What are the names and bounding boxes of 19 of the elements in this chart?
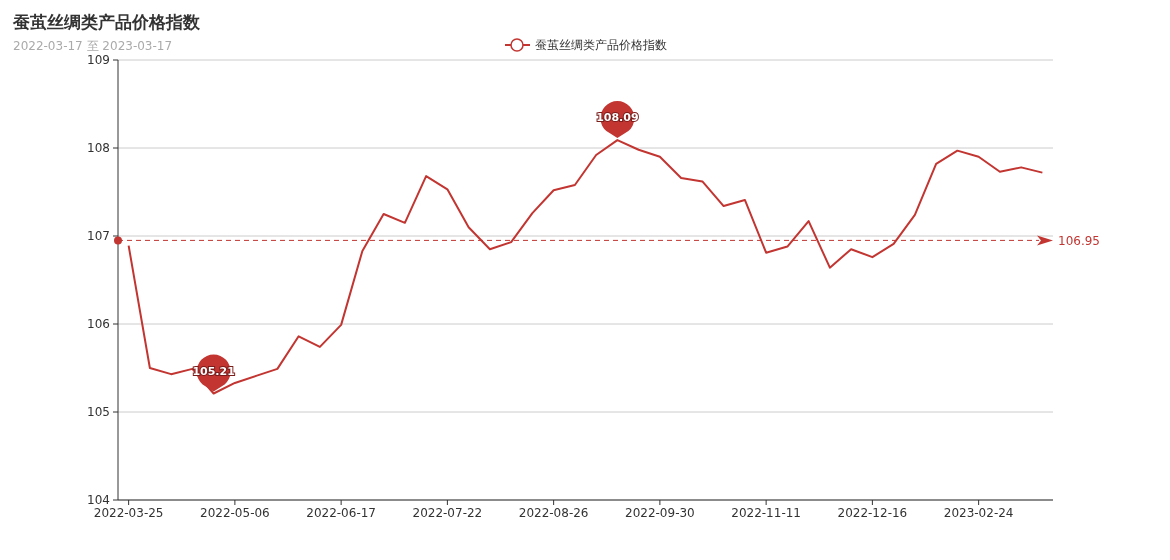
y-tick-label: 108: [87, 141, 110, 156]
x-tick-label: 2022-09-30: [625, 506, 695, 520]
x-tick-label: 2022-12-16: [837, 506, 908, 520]
y-tick-label: 105: [87, 405, 110, 420]
chart-subtitle: 2022-03-17 至 2023-03-17: [13, 39, 173, 53]
x-tick-label: 2022-08-26: [518, 506, 589, 520]
y-tick-label: 106: [87, 317, 110, 332]
x-tick-label: 2022-11-11: [731, 506, 801, 520]
y-tick-label: 109: [87, 53, 110, 68]
chart-title: 蚕茧丝绸类产品价格指数: [12, 12, 201, 32]
x-tick-label: 2022-06-17: [306, 506, 376, 520]
x-tick-label: 2023-02-24: [943, 506, 1014, 520]
y-tick-label: 104: [87, 493, 110, 508]
x-tick-label: 2022-05-06: [200, 506, 270, 520]
ref-line-label: 106.95: [1058, 233, 1100, 248]
x-tick-label: 2022-03-25: [93, 506, 164, 520]
x-tick-label: 2022-07-22: [412, 506, 483, 520]
y-tick-label: 107: [87, 229, 110, 244]
legend-label: 蚕茧丝绸类产品价格指数: [535, 38, 667, 53]
